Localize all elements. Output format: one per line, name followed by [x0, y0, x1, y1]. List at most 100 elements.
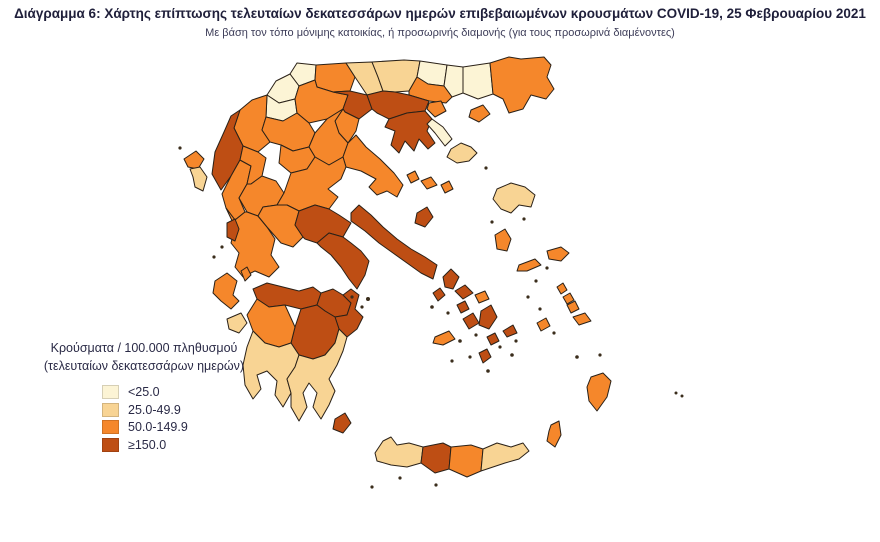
region-alonissos [440, 180, 454, 194]
legend-label-50-149: 50.0-149.9 [128, 420, 188, 434]
islet [212, 255, 216, 259]
region-naxos [478, 304, 498, 330]
region-rhodopi [462, 62, 494, 100]
islet [486, 369, 490, 373]
region-kalymnos [566, 300, 580, 314]
region-lasithi [480, 442, 530, 472]
islet [490, 220, 494, 224]
region-magnesia [342, 134, 404, 198]
region-kos [572, 312, 592, 326]
islet [398, 476, 402, 480]
region-laconia [286, 328, 348, 422]
region-chios [494, 228, 512, 252]
region-skyros [414, 206, 434, 228]
region-samos [546, 246, 570, 262]
region-leros [562, 292, 575, 305]
islet [538, 307, 542, 311]
legend-items: <25.0 25.0-49.9 50.0-149.9 ≥150.0 [16, 383, 272, 453]
islet [360, 305, 364, 309]
islet [514, 339, 518, 343]
islet [458, 339, 462, 343]
region-kythira [332, 412, 352, 434]
legend-item-50-149: 50.0-149.9 [102, 418, 272, 436]
region-syros [456, 300, 470, 314]
region-lesbos [492, 182, 536, 214]
region-ikaria [516, 258, 542, 272]
legend-item-lt25: <25.0 [102, 383, 272, 401]
islet [522, 217, 526, 221]
legend-swatch-25-49 [102, 402, 119, 417]
legend-item-25-49: 25.0-49.9 [102, 401, 272, 419]
islet [598, 353, 602, 357]
islet [366, 297, 370, 301]
islet [575, 355, 579, 359]
legend-title: Κρούσματα / 100.000 πληθυσμού [50, 341, 238, 355]
region-athos [426, 118, 453, 147]
islet [474, 333, 478, 337]
region-chalkidiki [384, 110, 436, 154]
region-samothrace [468, 104, 491, 123]
region-skopelos [420, 176, 438, 190]
region-milos [432, 330, 456, 346]
region-corfu-south [189, 166, 208, 192]
region-heraklion [448, 444, 484, 478]
region-skiathos [406, 170, 420, 184]
islet [545, 266, 549, 270]
islet [446, 311, 450, 315]
region-chania [374, 436, 424, 468]
region-karpathos [546, 420, 562, 448]
region-kefalonia [212, 272, 240, 310]
figure-subtitle: Με βάση τον τόπο μόνιμης κατοικίας, ή πρ… [205, 27, 675, 39]
region-paros [462, 312, 480, 330]
islet [220, 245, 224, 249]
legend-swatch-50-149 [102, 420, 119, 434]
region-santorini [478, 348, 492, 364]
region-mykonos [474, 290, 490, 304]
region-ios [486, 332, 500, 346]
legend-item-gte150: ≥150.0 [102, 436, 272, 454]
region-andros [442, 268, 460, 290]
region-evros [489, 56, 555, 114]
region-lemnos [446, 142, 478, 164]
region-thesprotia [211, 109, 244, 191]
region-zakynthos [226, 312, 248, 334]
region-amorgos [502, 324, 518, 338]
islet [434, 483, 438, 487]
islet [526, 295, 530, 299]
legend-subtitle: (τελευταίων δεκατεσσάρων ημερών) [43, 359, 245, 374]
legend-swatch-gte150 [102, 437, 119, 452]
region-rhodes [586, 372, 612, 412]
region-patmos [556, 282, 568, 295]
legend-label-25-49: 25.0-49.9 [128, 402, 181, 417]
islet [534, 279, 538, 283]
region-messinia [242, 330, 300, 408]
region-tinos [454, 284, 474, 300]
legend-swatch-lt25 [102, 385, 119, 399]
islet [510, 353, 514, 357]
region-fokida [257, 204, 304, 248]
islet [680, 394, 684, 398]
islet [350, 295, 354, 299]
region-attica [316, 232, 370, 290]
islet [370, 485, 374, 489]
region-corfu [183, 150, 205, 170]
region-evia [350, 204, 438, 280]
region-aetolia [225, 207, 280, 278]
islet [498, 345, 502, 349]
islet [674, 391, 678, 395]
islet-group [178, 146, 684, 489]
islet [468, 355, 472, 359]
legend: Κρούσματα / 100.000 πληθυσμού (τελευταίω… [16, 339, 272, 453]
legend-label-lt25: <25.0 [128, 385, 160, 399]
legend-label-gte150: ≥150.0 [128, 437, 167, 452]
figure-title: Διάγραμμα 6: Χάρτης επίπτωσης τελευταίων… [14, 6, 866, 21]
islet [450, 359, 454, 363]
region-thasos [426, 100, 447, 118]
region-rethymno [420, 442, 452, 474]
region-xanthi [443, 64, 464, 98]
islet [484, 166, 488, 170]
region-lefkada [226, 218, 240, 242]
region-astypalea [536, 317, 551, 332]
region-kavala [408, 76, 453, 104]
